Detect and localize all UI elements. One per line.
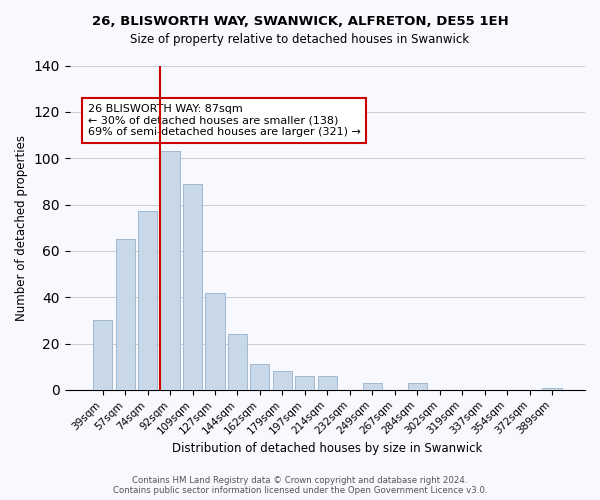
Bar	[318, 376, 337, 390]
Text: 26, BLISWORTH WAY, SWANWICK, ALFRETON, DE55 1EH: 26, BLISWORTH WAY, SWANWICK, ALFRETON, D…	[92, 15, 508, 28]
Text: Size of property relative to detached houses in Swanwick: Size of property relative to detached ho…	[130, 32, 470, 46]
Bar	[542, 388, 562, 390]
Bar	[363, 383, 382, 390]
Bar	[228, 334, 247, 390]
Bar	[205, 292, 224, 390]
Bar	[160, 151, 179, 390]
Y-axis label: Number of detached properties: Number of detached properties	[15, 134, 28, 320]
Bar	[116, 240, 134, 390]
Bar	[183, 184, 202, 390]
Bar	[273, 372, 292, 390]
Text: Contains HM Land Registry data © Crown copyright and database right 2024.
Contai: Contains HM Land Registry data © Crown c…	[113, 476, 487, 495]
X-axis label: Distribution of detached houses by size in Swanwick: Distribution of detached houses by size …	[172, 442, 482, 455]
Text: 26 BLISWORTH WAY: 87sqm
← 30% of detached houses are smaller (138)
69% of semi-d: 26 BLISWORTH WAY: 87sqm ← 30% of detache…	[88, 104, 361, 137]
Bar	[138, 212, 157, 390]
Bar	[250, 364, 269, 390]
Bar	[295, 376, 314, 390]
Bar	[93, 320, 112, 390]
Bar	[407, 383, 427, 390]
